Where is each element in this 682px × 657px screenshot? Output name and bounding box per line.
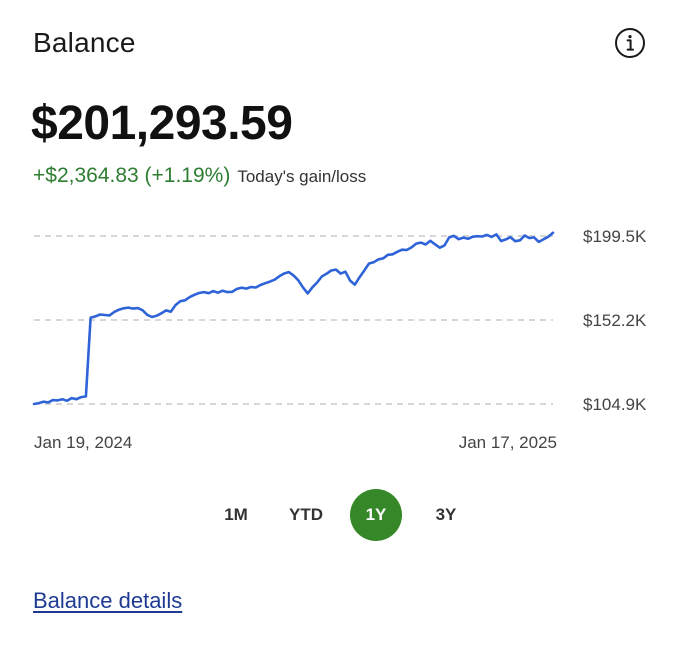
balance-value: $201,293.59 [31, 97, 293, 150]
y-tick-label: $104.9K [583, 395, 647, 414]
balance-chart: $199.5K $152.2K $104.9K Jan 19, 2024 Jan 1… [32, 227, 647, 452]
info-button[interactable] [614, 27, 646, 59]
y-tick-label: $199.5K [583, 227, 647, 246]
x-tick-label-end: Jan 17, 2025 [459, 433, 557, 452]
balance-series-line [32, 231, 555, 406]
time-range-selector: 1M YTD 1Y 3Y [210, 489, 490, 541]
todays-gain-value: +$2,364.83 (+1.19%) [33, 164, 231, 187]
x-tick-label-start: Jan 19, 2024 [34, 433, 132, 452]
gain-row: +$2,364.83 (+1.19%) Today's gain/loss [33, 164, 366, 188]
range-button-ytd[interactable]: YTD [289, 505, 323, 524]
y-tick-label: $152.2K [583, 311, 647, 330]
range-button-3y[interactable]: 3Y [435, 505, 457, 524]
range-button-1y[interactable]: 1Y [350, 489, 402, 541]
todays-gain-label: Today's gain/loss [237, 167, 367, 186]
card-title: Balance [33, 27, 136, 58]
info-circle-icon [615, 28, 645, 58]
balance-details-link[interactable]: Balance details [33, 588, 183, 613]
range-button-1m[interactable]: 1M [224, 505, 248, 524]
